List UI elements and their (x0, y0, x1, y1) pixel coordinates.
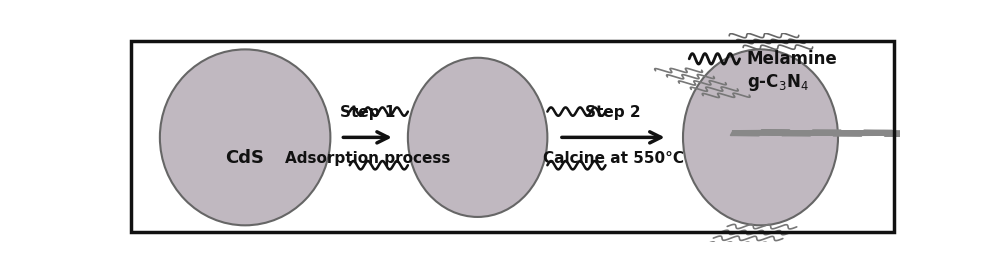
Text: Calcine at 550°C: Calcine at 550°C (543, 151, 684, 166)
Text: g-C$_3$N$_4$: g-C$_3$N$_4$ (747, 72, 808, 93)
Text: Melamine: Melamine (747, 50, 837, 68)
Text: CdS: CdS (226, 149, 265, 167)
Ellipse shape (683, 50, 838, 225)
Ellipse shape (160, 50, 330, 225)
Text: Adsorption process: Adsorption process (285, 151, 450, 166)
Ellipse shape (408, 58, 547, 217)
Text: Step 2: Step 2 (585, 105, 641, 120)
Text: Step 1: Step 1 (340, 105, 395, 120)
